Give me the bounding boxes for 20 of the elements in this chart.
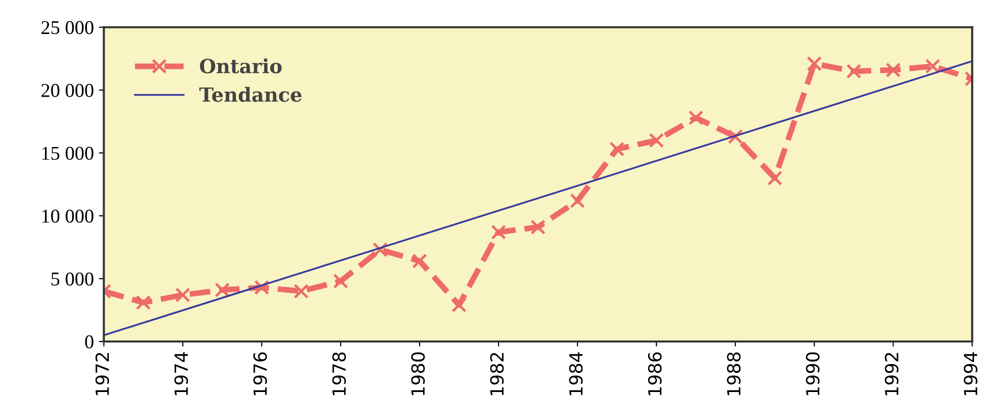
y-tick-label: 5 000 — [52, 272, 94, 286]
x-tick-label: 1990 — [806, 352, 820, 396]
x-tick-label: 1974 — [174, 352, 188, 396]
x-tick-label: 1976 — [253, 352, 267, 396]
x-tick-label: 1992 — [884, 353, 898, 396]
legend-label: Tendance — [199, 86, 302, 102]
x-tick-label: 1972 — [95, 353, 110, 396]
y-tick-label: 15 000 — [42, 146, 94, 160]
y-tick-label: 20 000 — [42, 84, 94, 98]
x-tick-label: 1982 — [490, 353, 504, 396]
x-tick-label: 1988 — [726, 352, 741, 396]
x-tick-label: 1984 — [569, 352, 583, 396]
x-tick-label: 1980 — [411, 352, 425, 396]
x-tick-label: 1978 — [332, 352, 346, 396]
y-tick-label: 0 — [85, 335, 94, 348]
y-tick-label: 10 000 — [42, 210, 94, 223]
x-tick-label: 1994 — [964, 352, 978, 396]
x-tick-label: 1986 — [648, 352, 662, 396]
legend-label: Ontario — [200, 58, 282, 74]
y-tick-label: 25 000 — [42, 21, 94, 34]
